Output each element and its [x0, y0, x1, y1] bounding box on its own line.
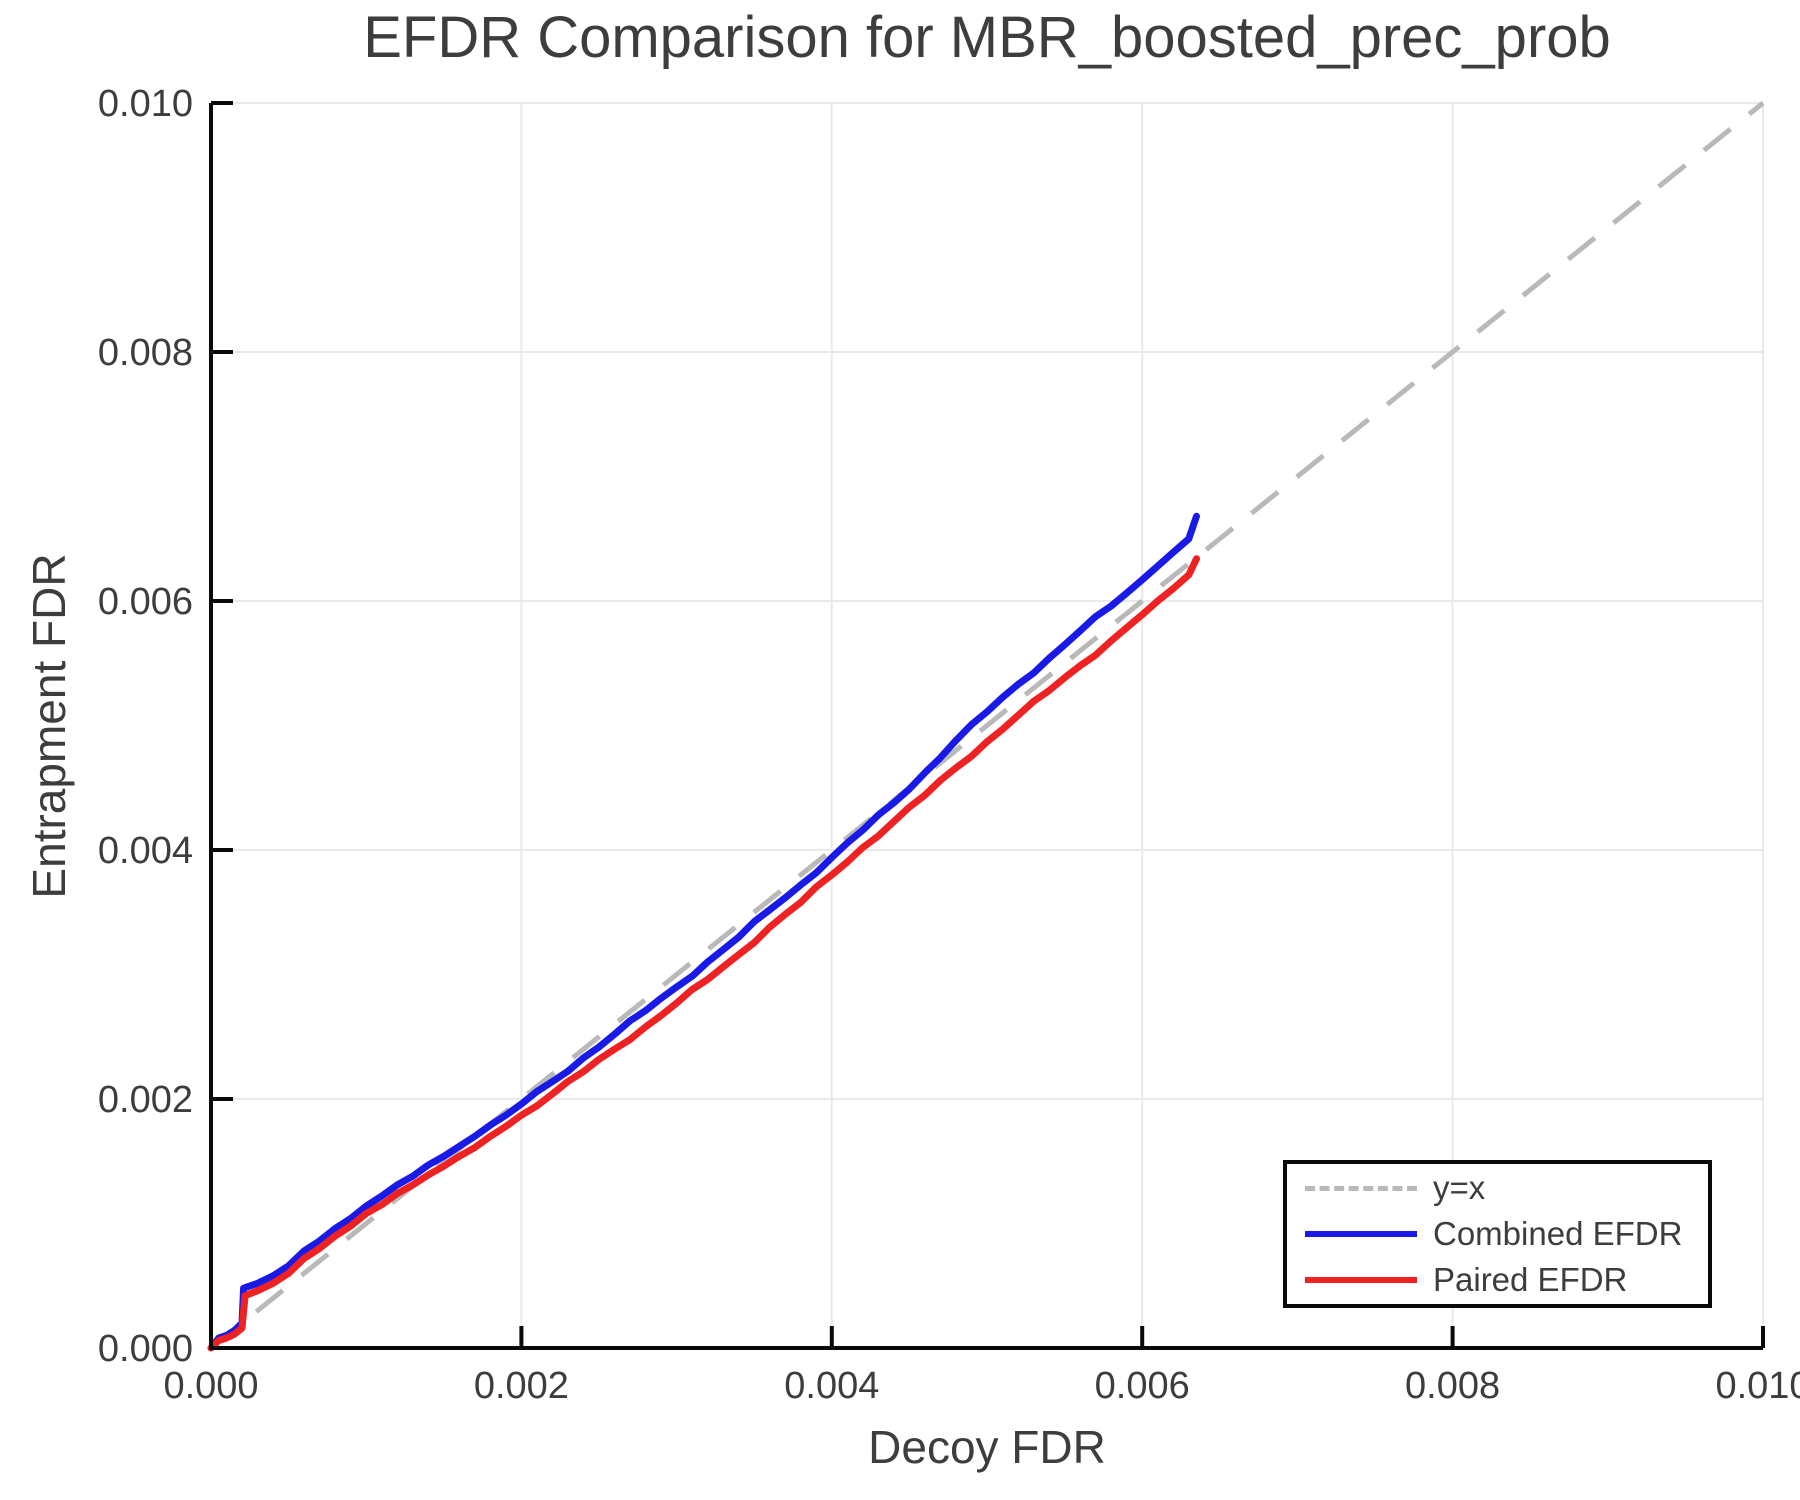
legend-row-combined: Combined EFDR — [1305, 1215, 1708, 1252]
y-tick-label: 0.002 — [98, 1079, 193, 1121]
legend-label-paired: Paired EFDR — [1433, 1261, 1628, 1298]
x-tick-label: 0.002 — [474, 1365, 569, 1407]
legend-row-reference: y=x — [1305, 1169, 1708, 1206]
legend-combined-line-swatch — [1305, 1231, 1417, 1237]
x-tick-label: 0.006 — [1095, 1365, 1190, 1407]
legend-label-combined: Combined EFDR — [1433, 1215, 1683, 1252]
x-axis-label: Decoy FDR — [868, 1421, 1106, 1473]
legend: y=x Combined EFDR Paired EFDR — [1283, 1160, 1712, 1308]
x-tick-label: 0.004 — [784, 1365, 879, 1407]
y-tick-label: 0.010 — [98, 83, 193, 125]
y-tick-label: 0.008 — [98, 332, 193, 374]
x-tick-label: 0.000 — [163, 1365, 258, 1407]
series-line-combined-efdr — [207, 512, 1200, 1352]
legend-row-paired: Paired EFDR — [1305, 1261, 1708, 1298]
x-tick-label: 0.008 — [1405, 1365, 1500, 1407]
y-tick-label: 0.004 — [98, 830, 193, 872]
y-tick-label: 0.006 — [98, 581, 193, 623]
legend-dashed-line-swatch — [1305, 1185, 1417, 1191]
x-tick-label: 0.010 — [1715, 1365, 1800, 1407]
legend-paired-line-swatch — [1305, 1277, 1417, 1283]
legend-label-reference: y=x — [1433, 1169, 1486, 1206]
chart-title: EFDR Comparison for MBR_boosted_prec_pro… — [363, 5, 1611, 70]
y-tick-label: 0.000 — [98, 1328, 193, 1370]
reference-line-y-equals-x — [209, 101, 1765, 1350]
series-line-paired-efdr — [207, 555, 1200, 1352]
